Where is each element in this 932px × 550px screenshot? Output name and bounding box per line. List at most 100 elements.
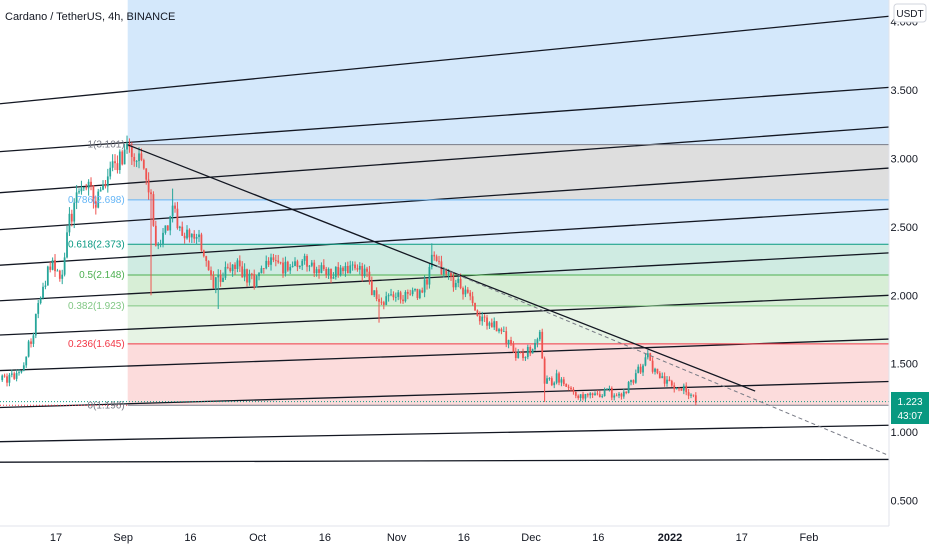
candle bbox=[337, 262, 340, 278]
candle-body bbox=[404, 291, 407, 302]
candle bbox=[22, 362, 25, 372]
candle bbox=[121, 150, 124, 166]
candle bbox=[296, 259, 299, 272]
candle-body bbox=[690, 394, 692, 396]
candle bbox=[171, 188, 174, 223]
candle-body bbox=[190, 233, 193, 238]
candle-body bbox=[135, 161, 138, 162]
candle bbox=[358, 262, 361, 275]
candle-body bbox=[661, 376, 664, 379]
candle-body bbox=[646, 353, 649, 358]
candle-body bbox=[366, 268, 368, 272]
candle-body bbox=[543, 358, 546, 384]
candle-body bbox=[385, 296, 388, 305]
candle bbox=[644, 353, 647, 367]
candle bbox=[325, 266, 328, 279]
trendline-projection bbox=[436, 265, 890, 457]
candle bbox=[490, 318, 493, 328]
candle-body bbox=[505, 331, 508, 345]
candle-body bbox=[34, 313, 37, 336]
channel-line-10 bbox=[0, 424, 890, 443]
candle-body bbox=[82, 186, 85, 189]
candle bbox=[135, 160, 138, 168]
candle-body bbox=[142, 160, 145, 169]
candle-body bbox=[49, 266, 52, 270]
channel-line-1 bbox=[0, 15, 890, 105]
candle bbox=[675, 387, 678, 390]
candle bbox=[190, 233, 193, 244]
candle bbox=[402, 295, 404, 304]
candle-body bbox=[562, 379, 565, 385]
candle bbox=[94, 196, 97, 215]
time-tick-label: Dec bbox=[521, 532, 541, 544]
candle-body bbox=[394, 296, 397, 298]
candle-body bbox=[418, 290, 421, 299]
candle-body bbox=[6, 376, 8, 383]
candle-body bbox=[594, 393, 596, 396]
candle bbox=[224, 261, 227, 280]
candle-body bbox=[435, 256, 438, 261]
currency-button[interactable]: USDT bbox=[893, 3, 927, 23]
candle-body bbox=[591, 393, 594, 396]
candle-body bbox=[637, 366, 640, 374]
candle-body bbox=[368, 271, 371, 281]
candle bbox=[200, 232, 203, 252]
candle-body bbox=[272, 257, 275, 261]
candle-body bbox=[452, 276, 455, 288]
candle bbox=[226, 263, 229, 270]
candle-body bbox=[406, 291, 409, 294]
candle-body bbox=[656, 368, 659, 374]
candle-body bbox=[447, 272, 450, 275]
candle-body bbox=[308, 265, 311, 267]
candle bbox=[692, 394, 695, 398]
candle-body bbox=[416, 288, 419, 299]
candle-body bbox=[433, 254, 436, 257]
candle-body bbox=[138, 153, 140, 162]
candle bbox=[73, 198, 76, 229]
candle-body bbox=[517, 352, 520, 358]
candle-body bbox=[490, 322, 493, 328]
candle-body bbox=[207, 260, 210, 271]
candle-body bbox=[558, 373, 560, 383]
candle-body bbox=[94, 201, 97, 208]
candle-body bbox=[164, 225, 167, 233]
candle bbox=[524, 356, 527, 361]
time-axis[interactable]: 17 Sep 16 Oct 16 Nov 16 Dec 16 2022 17 Feb bbox=[0, 525, 889, 544]
candle-body bbox=[654, 368, 656, 372]
candle-body bbox=[363, 268, 366, 277]
candle-body bbox=[608, 387, 611, 389]
candle bbox=[241, 261, 244, 278]
candle bbox=[392, 291, 395, 301]
candle-body bbox=[670, 381, 673, 386]
candle-body bbox=[27, 341, 30, 357]
candle-body bbox=[145, 168, 148, 180]
candle bbox=[183, 232, 186, 244]
candle bbox=[159, 239, 162, 248]
candle-body bbox=[390, 294, 392, 296]
candle bbox=[651, 357, 654, 374]
candle bbox=[606, 387, 608, 391]
channel-line-6 bbox=[0, 252, 890, 302]
candle bbox=[493, 317, 496, 330]
time-tick-label: Sep bbox=[113, 532, 133, 544]
candle-body bbox=[73, 202, 76, 222]
candle-body bbox=[188, 229, 191, 238]
candle bbox=[294, 257, 296, 267]
candle-body bbox=[289, 266, 292, 271]
candle-body bbox=[212, 275, 215, 288]
candle-body bbox=[296, 261, 299, 268]
candle bbox=[438, 255, 440, 265]
candle-body bbox=[152, 194, 155, 226]
candle bbox=[433, 251, 436, 261]
candle-body bbox=[397, 292, 400, 297]
candle-body bbox=[42, 286, 44, 298]
candle-body bbox=[85, 186, 88, 189]
candle-body bbox=[526, 347, 529, 358]
candle bbox=[531, 348, 534, 354]
candle-body bbox=[534, 342, 536, 350]
candle-body bbox=[126, 143, 128, 150]
candle bbox=[212, 271, 215, 289]
candle bbox=[514, 347, 517, 361]
candle-body bbox=[529, 347, 532, 354]
